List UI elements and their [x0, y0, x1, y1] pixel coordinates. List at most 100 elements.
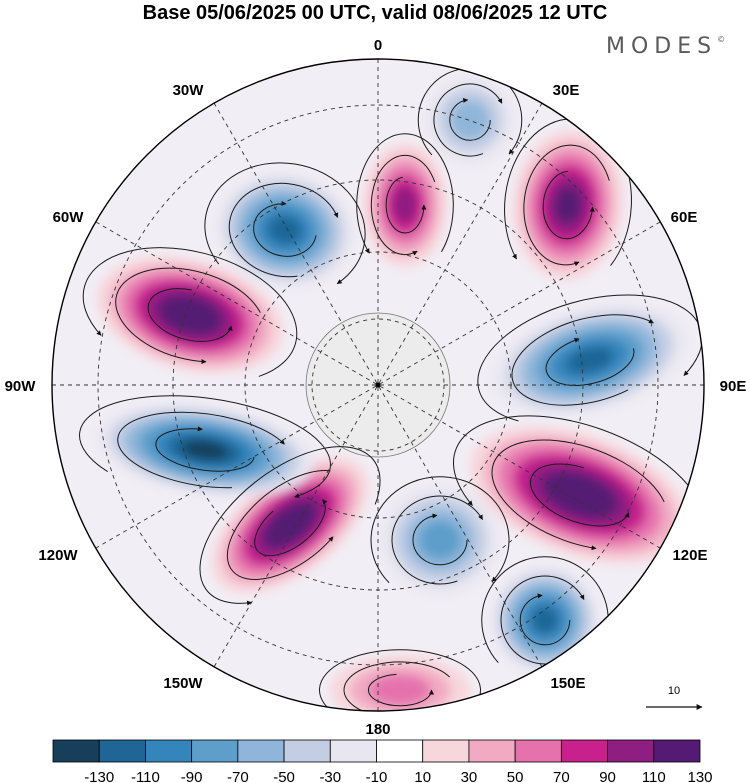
lon-label-150e: 150E — [550, 675, 585, 692]
colorbar-tick-label: 90 — [599, 769, 616, 783]
anomaly-east-neg-ring — [566, 346, 614, 374]
anomaly-east-neg — [492, 303, 688, 417]
colorbar-tick-label: -110 — [131, 769, 160, 783]
lon-label-0: 0 — [374, 37, 382, 54]
streamline — [343, 661, 450, 711]
lon-label-120e: 120E — [672, 547, 707, 564]
lon-label-90e: 90E — [720, 378, 747, 395]
colorbar-box — [98, 739, 146, 763]
streamline-group — [199, 446, 381, 606]
lon-label-60e: 60E — [671, 209, 698, 226]
colorbar-tick-label: 10 — [414, 769, 431, 783]
anomaly-north-west-ring — [268, 215, 302, 245]
colorbar: -130 -110 -90 -70 -50 -30 -10 10 30 50 70 90 110 130 — [52, 739, 713, 783]
colorbar-tick-label: -70 — [227, 769, 249, 783]
streamline — [542, 170, 595, 240]
lon-label-120w: 120W — [38, 547, 78, 564]
anomaly-north-east-neg-ring — [450, 100, 490, 140]
streamline — [433, 83, 503, 157]
chart-title: Base 05/06/2025 00 UTC, valid 08/06/2025… — [142, 2, 608, 24]
streamline — [385, 176, 427, 234]
anomaly-south-pos — [330, 655, 470, 711]
streamline — [204, 162, 366, 285]
anomaly-north-east-pos — [512, 130, 624, 280]
anomaly-north-center — [363, 143, 447, 267]
map-disk — [52, 59, 704, 711]
colorbar-box — [52, 739, 100, 763]
anomaly-northwest-pos — [97, 256, 283, 374]
brand-mark: © — [717, 34, 726, 44]
anomaly-north-center-ring — [393, 187, 417, 223]
anomaly-south-center-neg-ring — [419, 520, 461, 560]
streamline-group — [79, 395, 331, 498]
streamline-group — [204, 162, 366, 285]
colorbar-tick-label: -50 — [273, 769, 295, 783]
streamline-group — [82, 247, 298, 377]
colorbar-tick-label: -90 — [181, 769, 203, 783]
colorbar-box — [145, 739, 193, 763]
graticule — [52, 59, 704, 711]
brand-text: MODES — [606, 34, 718, 59]
streamline — [530, 463, 630, 527]
streamline — [500, 575, 585, 665]
streamline — [115, 267, 261, 365]
colorbar-box — [329, 739, 377, 763]
reference-vector: 10 — [646, 685, 703, 710]
lon-label-90w: 90W — [5, 378, 37, 395]
anomaly-north-west — [215, 171, 355, 289]
streamline — [319, 649, 481, 711]
reference-vector-label: 10 — [668, 685, 680, 697]
colorbar-box — [191, 739, 239, 763]
streamline — [199, 446, 381, 606]
lon-label-60w: 60W — [53, 209, 85, 226]
colorbar-box — [607, 739, 655, 763]
lon-label-180: 180 — [365, 721, 390, 738]
anomaly-southwest-pos-ring — [273, 510, 307, 540]
anomaly-west-neg — [95, 402, 315, 498]
colorbar-box — [514, 739, 562, 763]
colorbar-box — [237, 739, 285, 763]
streamline — [519, 593, 571, 646]
streamline — [511, 314, 654, 406]
streamline — [254, 499, 328, 557]
streamline — [412, 513, 468, 566]
colorbar-tick-label: 50 — [507, 769, 524, 783]
lon-label-150w: 150W — [163, 675, 203, 692]
streamline — [82, 247, 298, 377]
lon-label-30e: 30E — [553, 82, 580, 99]
streamline-group — [370, 476, 510, 585]
colorbar-box — [560, 739, 608, 763]
streamline — [491, 439, 665, 551]
streamline-group — [453, 415, 704, 573]
streamline — [370, 476, 510, 584]
streamline — [391, 495, 483, 585]
anomaly-west-neg-ring — [182, 440, 228, 460]
streamline — [155, 426, 255, 472]
colorbar-tick-label: 110 — [642, 769, 666, 783]
anomaly-south-center-neg — [380, 485, 500, 595]
colorbar-box — [376, 739, 424, 763]
anomaly-south-east-neg — [490, 565, 600, 675]
colorbar-tick-label: 30 — [461, 769, 478, 783]
colorbar-box — [653, 739, 701, 763]
streamline — [228, 182, 339, 278]
colorbar-tick-label: -130 — [84, 769, 114, 783]
colorbar-tick-label: 130 — [687, 769, 712, 783]
streamline — [226, 470, 334, 580]
modes-logo: MODES© — [606, 34, 725, 59]
colorbar-box — [468, 739, 516, 763]
streamline — [370, 154, 436, 256]
map-border — [51, 58, 705, 712]
anomaly-south-pos-ring — [368, 674, 432, 706]
streamline — [79, 395, 331, 498]
anomaly-northwest-pos-ring — [170, 302, 210, 328]
anomaly-southwest-pos — [211, 456, 369, 594]
streamline — [449, 97, 491, 141]
streamline — [147, 288, 233, 342]
south-pole-marker — [375, 382, 381, 388]
colorbar-tick-label: -30 — [319, 769, 341, 783]
colorbar-box — [422, 739, 470, 763]
streamline — [453, 415, 704, 573]
colorbar-box — [283, 739, 331, 763]
